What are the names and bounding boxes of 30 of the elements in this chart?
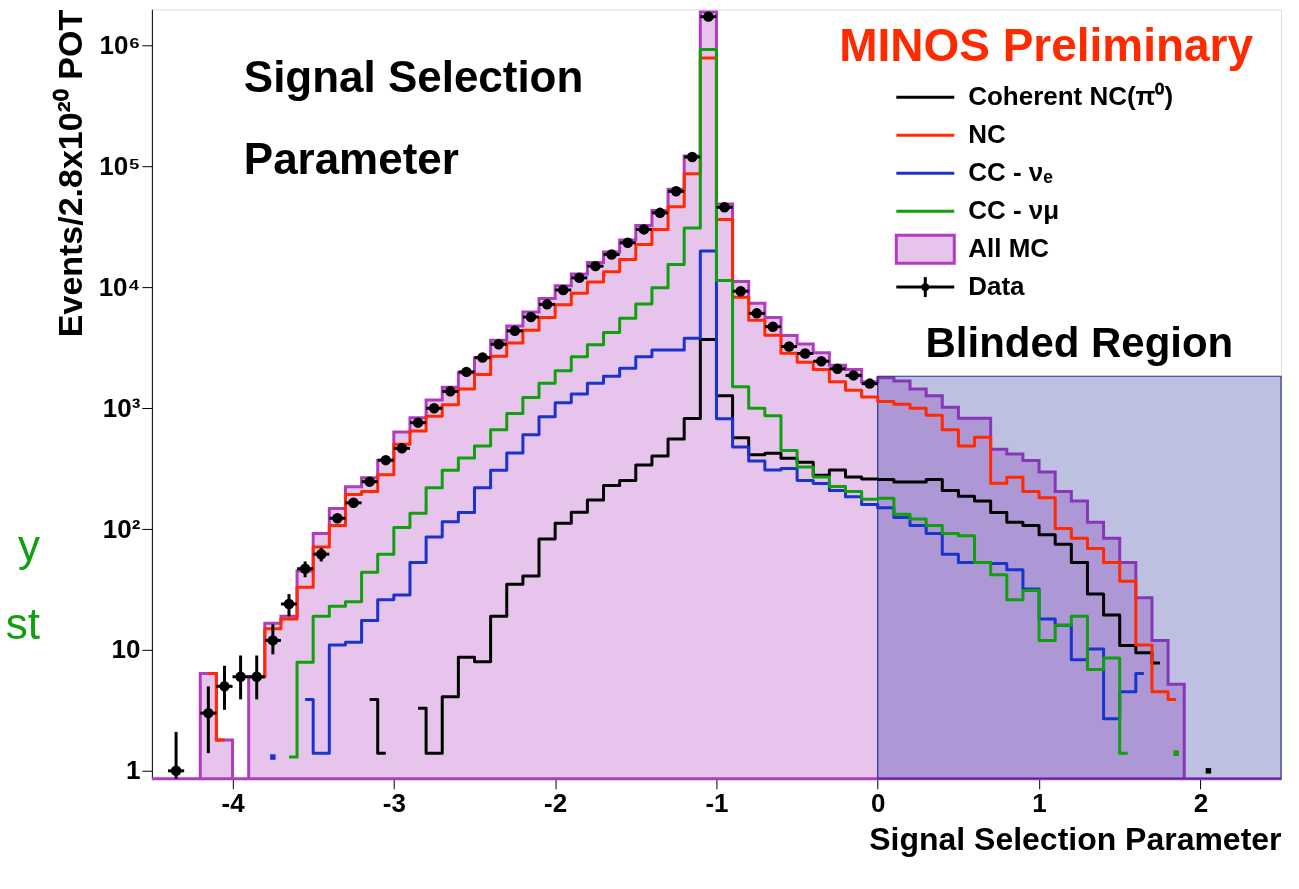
y-axis-title: Events/2.8x10²⁰ POT: [50, 9, 89, 338]
legend-label: CC - νₑ: [968, 157, 1054, 188]
text: y: [17, 520, 40, 570]
y-tick-label: 1: [125, 755, 141, 786]
x-tick-label: -3: [382, 788, 406, 819]
x-axis-title: Signal Selection Parameter: [869, 821, 1282, 858]
x-tick-label: -4: [221, 788, 246, 819]
y-tick-label: 10⁵: [99, 151, 141, 182]
legend-label: NC: [968, 119, 1007, 150]
x-tick-label: -1: [705, 788, 729, 819]
x-tick-label: 2: [1193, 788, 1209, 819]
point: [270, 754, 276, 760]
annotation: Blinded Region: [925, 319, 1234, 367]
text: st: [5, 598, 40, 648]
y-tick-label: 10: [111, 634, 141, 665]
point: [1205, 768, 1212, 774]
text: Signal Selection Parameter: [243, 52, 584, 184]
legend-label: Data: [968, 271, 1026, 302]
y-tick-label: 10⁶: [99, 30, 141, 61]
x-tick-label: 1: [1032, 788, 1047, 819]
point: [1173, 750, 1179, 756]
y-tick-label: 10³: [102, 392, 141, 423]
x-tick-label: -2: [544, 788, 568, 819]
annotation: MINOS Preliminary: [839, 19, 1254, 72]
y-tick-label: 10²: [102, 513, 141, 544]
legend-label: CC - νμ: [968, 195, 1060, 226]
legend-label: Coherent NC(π⁰): [968, 81, 1174, 112]
x-tick-label: 0: [871, 788, 886, 819]
y-tick-label: 10⁴: [98, 271, 141, 302]
legend-label: All MC: [968, 233, 1050, 264]
